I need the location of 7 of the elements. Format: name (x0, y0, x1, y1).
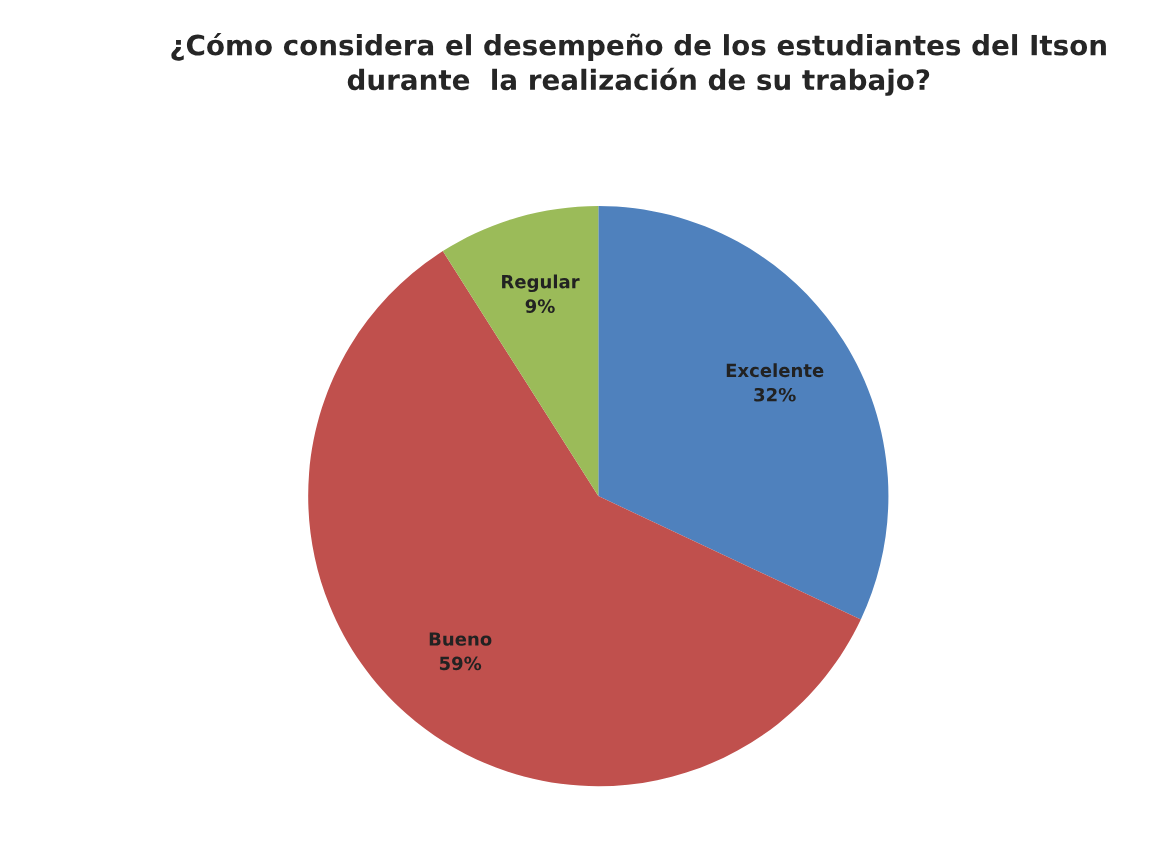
chart-title: ¿Cómo considera el desempeño de los estudiantes del Itson durante la realización de su trabajo? (171, 32, 1106, 96)
data-label: 9% (525, 299, 555, 313)
data-label: 59% (439, 656, 482, 671)
slice-label: Regular (502, 274, 580, 293)
data-label: 32% (754, 387, 796, 402)
slice-label: Bueno (429, 632, 492, 646)
slice-label: Excelente (726, 363, 824, 378)
